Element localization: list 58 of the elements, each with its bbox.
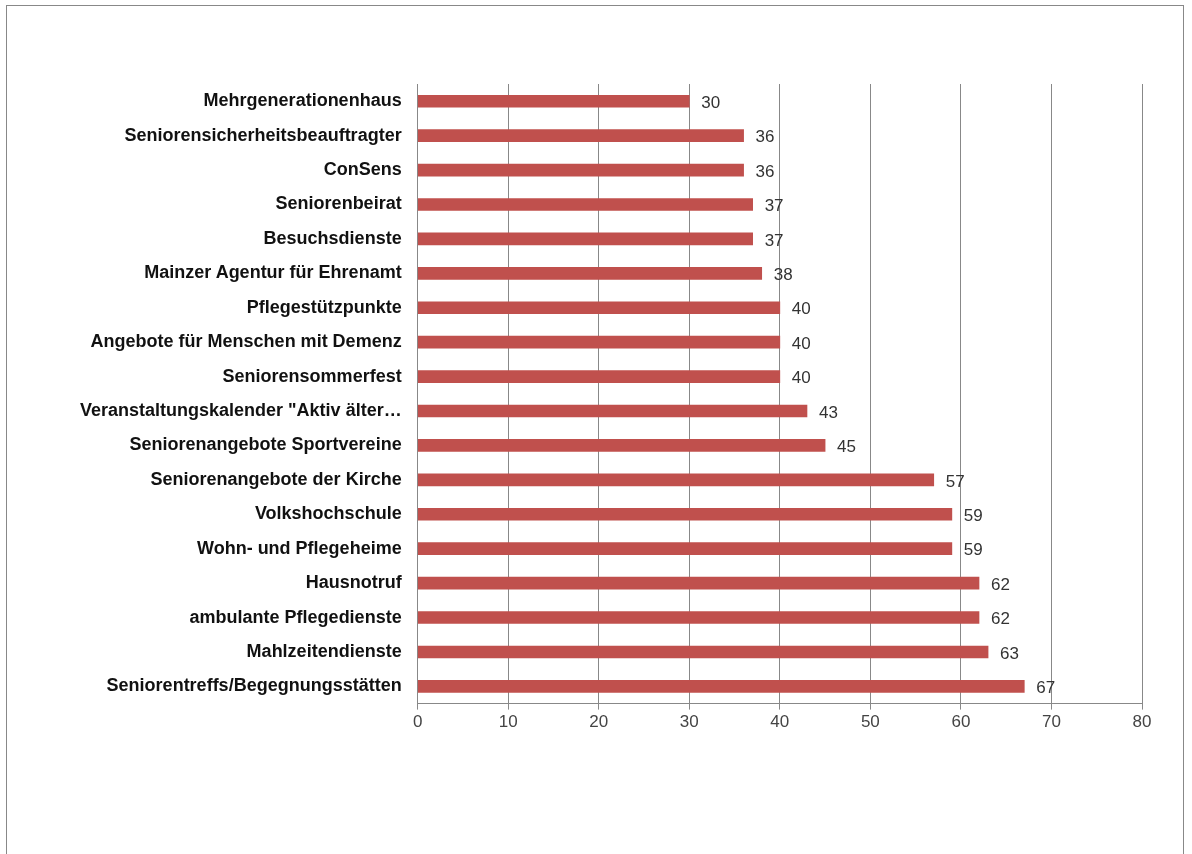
bar [417, 473, 935, 487]
x-tick-label: 20 [589, 712, 609, 732]
bar [417, 198, 753, 211]
y-tick-label: Seniorensommerfest [222, 365, 402, 386]
x-tick-label: 60 [951, 712, 971, 732]
bar [417, 507, 953, 521]
bar [417, 129, 744, 142]
data-label: 40 [791, 299, 811, 319]
y-tick-label: Hausnotruf [305, 572, 403, 593]
y-tick-label: Besuchsdienste [263, 227, 402, 248]
x-tick-label: 10 [498, 712, 518, 732]
data-label: 45 [837, 437, 857, 457]
y-tick-label: Seniorenbeirat [275, 193, 402, 214]
y-tick-label: Pflegestützpunkte [246, 296, 402, 317]
bar [417, 404, 808, 418]
y-tick-label: Mainzer Agentur für Ehrenamt [144, 262, 402, 283]
bar [417, 576, 980, 590]
data-label: 63 [1000, 643, 1019, 663]
bar [417, 301, 781, 315]
x-tick-label: 40 [770, 712, 790, 732]
data-label: 40 [791, 333, 811, 353]
bar [417, 370, 781, 383]
bar [417, 94, 690, 108]
bar [417, 335, 781, 349]
y-tick-label: Wohn- und Pflegeheime [196, 537, 402, 558]
y-tick-label: Seniorenangebote Sportvereine [129, 434, 402, 455]
data-label: 30 [701, 92, 721, 112]
data-label: 59 [963, 505, 983, 525]
bar [417, 611, 980, 624]
y-tick-label: Seniorensicherheitsbeauftragter [124, 124, 402, 145]
y-tick-label: ambulante Pflegedienste [189, 606, 402, 627]
bar [417, 266, 763, 280]
bar [417, 680, 1025, 693]
data-label: 40 [791, 368, 811, 388]
x-tick-label: 70 [1042, 712, 1061, 732]
bar [417, 439, 826, 452]
data-label: 62 [991, 609, 1010, 629]
bar [417, 163, 744, 177]
bar [417, 232, 753, 246]
x-tick-label: 80 [1132, 712, 1152, 732]
y-tick-label: Angebote für Menschen mit Demenz [90, 331, 402, 352]
data-label: 36 [755, 127, 775, 147]
data-label: 36 [755, 161, 775, 181]
y-tick-label: Seniorenangebote der Kirche [150, 468, 402, 489]
y-tick-label: Mehrgenerationenhaus [203, 90, 402, 111]
bar [417, 645, 989, 659]
x-tick-label: 0 [412, 712, 423, 732]
data-label: 43 [818, 402, 838, 422]
data-label: 62 [991, 574, 1010, 594]
x-tick-label: 50 [860, 712, 880, 732]
data-label: 59 [963, 540, 983, 560]
y-tick-label: ConSens [323, 159, 402, 180]
x-tick-label: 30 [679, 712, 699, 732]
y-tick-label: Seniorentreffs/Begegnungsstätten [106, 675, 402, 696]
bar [417, 542, 953, 556]
y-tick-label: Mahlzeitendienste [246, 640, 402, 661]
y-tick-label: Veranstaltungskalender "Aktiv älter… [80, 399, 402, 420]
y-tick-label: Volkshochschule [254, 503, 402, 524]
